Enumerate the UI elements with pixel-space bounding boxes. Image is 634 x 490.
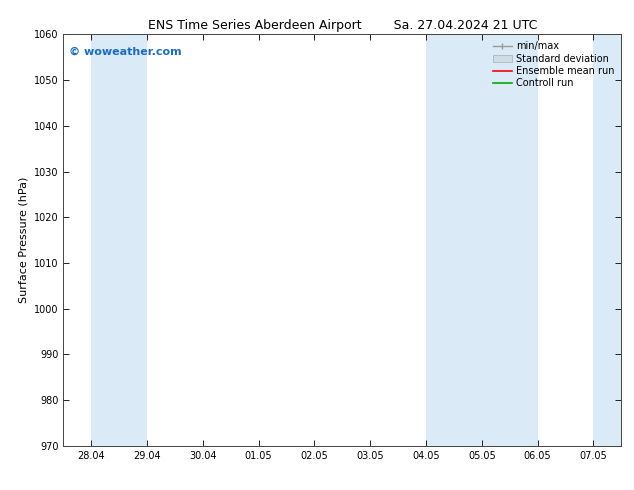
- Bar: [593, 34, 621, 446]
- Title: ENS Time Series Aberdeen Airport        Sa. 27.04.2024 21 UTC: ENS Time Series Aberdeen Airport Sa. 27.…: [148, 19, 537, 32]
- Bar: [91, 34, 147, 446]
- Text: © woweather.com: © woweather.com: [69, 47, 181, 57]
- Legend: min/max, Standard deviation, Ensemble mean run, Controll run: min/max, Standard deviation, Ensemble me…: [491, 39, 616, 90]
- Y-axis label: Surface Pressure (hPa): Surface Pressure (hPa): [18, 177, 29, 303]
- Bar: [426, 34, 538, 446]
